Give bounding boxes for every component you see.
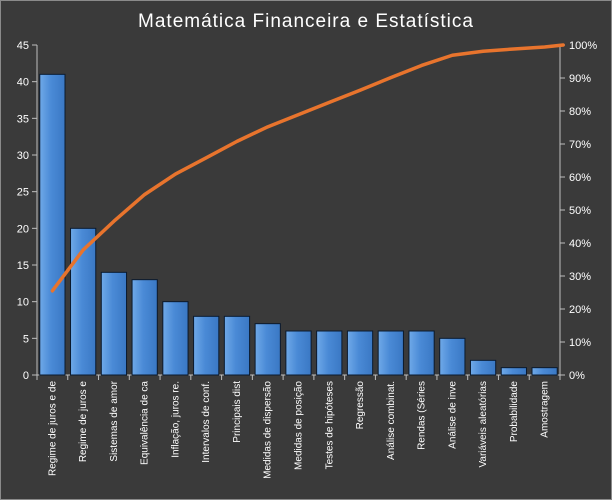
labels-layer: 0 5 10 15 20 25 30 35 40 45 0% 10% 20% 30% 40% 50% 60% 70…: [17, 40, 598, 479]
right-tick-label: 60%: [569, 172, 591, 184]
x-category-label: Sistemas de amor: [109, 380, 120, 461]
x-category-label: Probabilidade: [509, 381, 520, 443]
pareto-bar: [500, 367, 527, 376]
x-category-label: Regime de juros e: [78, 381, 89, 463]
right-tick-label: 40%: [569, 238, 591, 250]
pareto-bar: [254, 323, 281, 376]
pareto-bar: [346, 330, 374, 376]
left-tick-label: 30: [17, 150, 29, 162]
bars-layer: [39, 73, 558, 376]
right-tick-label: 10%: [569, 337, 591, 349]
chart-title: Matemática Financeira e Estatística: [138, 11, 474, 32]
left-tick-label: 25: [17, 187, 29, 199]
pareto-bar: [193, 315, 220, 376]
right-tick-label: 100%: [569, 40, 597, 52]
x-category-label: Principais dist: [232, 381, 243, 443]
pareto-bar: [377, 330, 404, 376]
cumulative-line-layer: [50, 43, 565, 293]
x-category-label: Testes de hipóteses: [324, 381, 335, 469]
left-tick-label: 35: [17, 113, 29, 125]
x-category-label: Inflação, juros re.: [170, 381, 181, 458]
pareto-bar: [223, 315, 251, 376]
x-category-label: Rendas (Séries: [417, 381, 428, 450]
right-tick-label: 30%: [569, 271, 591, 283]
left-tick-label: 45: [17, 40, 29, 52]
left-tick-label: 0: [23, 370, 29, 382]
x-category-label: Regime de juros e de: [47, 381, 58, 476]
x-category-label: Regressão: [355, 381, 366, 430]
pareto-bar: [131, 279, 158, 376]
pareto-bar: [162, 301, 189, 376]
pareto-bar: [316, 330, 343, 376]
pareto-bar: [285, 330, 312, 376]
x-category-label: Equivalência de ca: [140, 381, 151, 465]
right-tick-label: 20%: [569, 304, 591, 316]
pareto-bar: [39, 73, 66, 376]
x-category-label: Medidas de dispersão: [263, 381, 274, 479]
left-tick-label: 40: [17, 77, 29, 89]
pareto-bar: [439, 337, 466, 376]
right-tick-label: 90%: [569, 73, 591, 85]
right-tick-label: 50%: [569, 205, 591, 217]
pareto-bar: [100, 271, 128, 376]
x-category-label: Intervalos de conf.: [201, 381, 212, 463]
pareto-bar: [469, 359, 497, 376]
left-tick-label: 5: [23, 333, 29, 345]
right-tick-label: 0%: [569, 370, 585, 382]
x-category-label: Análise combinat.: [386, 381, 397, 460]
x-category-label: Variáveis aleatórias: [478, 381, 489, 468]
x-category-label: Medidas de posição: [294, 381, 305, 470]
x-category-label: Análise de inve: [447, 381, 458, 449]
right-tick-label: 70%: [569, 139, 591, 151]
left-tick-label: 15: [17, 260, 29, 272]
right-tick-label: 80%: [569, 106, 591, 118]
cumulative-percentage-line: [50, 43, 565, 293]
pareto-bar: [408, 330, 435, 376]
left-tick-label: 10: [17, 297, 29, 309]
x-category-label: Amostragem: [540, 381, 551, 438]
pareto-bar: [531, 367, 558, 376]
left-tick-label: 20: [17, 223, 29, 235]
